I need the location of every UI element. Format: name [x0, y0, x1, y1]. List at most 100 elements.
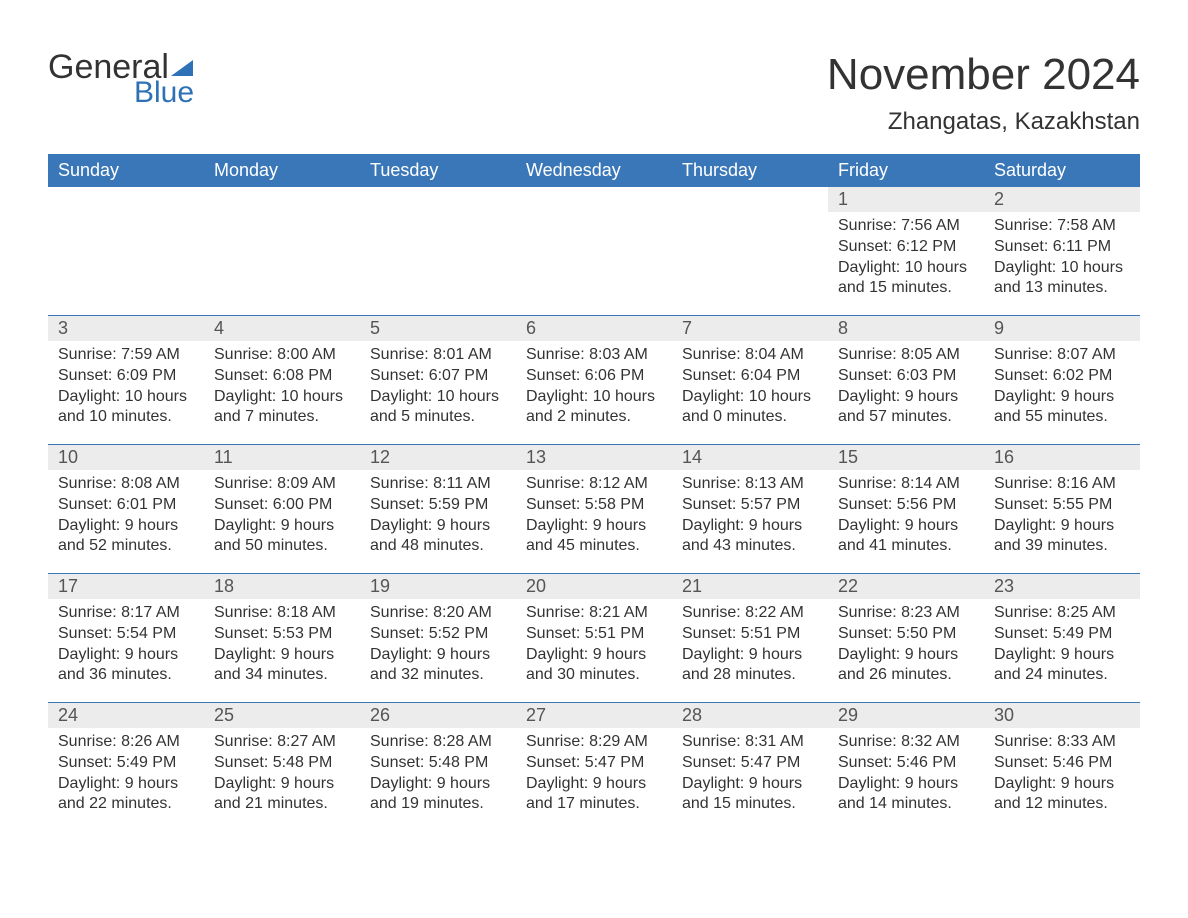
sunrise-text: Sunrise: 8:05 AM	[838, 345, 974, 366]
day-number: 13	[516, 445, 672, 470]
calendar-cell: 11Sunrise: 8:09 AMSunset: 6:00 PMDayligh…	[204, 445, 360, 573]
calendar-cell: 16Sunrise: 8:16 AMSunset: 5:55 PMDayligh…	[984, 445, 1140, 573]
sunset-text: Sunset: 5:55 PM	[994, 495, 1130, 516]
sunrise-text: Sunrise: 8:11 AM	[370, 474, 506, 495]
calendar-cell: 1Sunrise: 7:56 AMSunset: 6:12 PMDaylight…	[828, 187, 984, 315]
calendar-cell-empty	[48, 187, 204, 315]
daylight-text: Daylight: 9 hours and 43 minutes.	[682, 516, 818, 558]
day-number: 14	[672, 445, 828, 470]
sunset-text: Sunset: 6:06 PM	[526, 366, 662, 387]
day-number: 22	[828, 574, 984, 599]
daylight-text: Daylight: 9 hours and 17 minutes.	[526, 774, 662, 816]
calendar-cell-empty	[516, 187, 672, 315]
sunrise-text: Sunrise: 8:00 AM	[214, 345, 350, 366]
dow-wednesday: Wednesday	[516, 154, 672, 187]
calendar-cell: 18Sunrise: 8:18 AMSunset: 5:53 PMDayligh…	[204, 574, 360, 702]
calendar-cell: 25Sunrise: 8:27 AMSunset: 5:48 PMDayligh…	[204, 703, 360, 831]
calendar-cell: 3Sunrise: 7:59 AMSunset: 6:09 PMDaylight…	[48, 316, 204, 444]
calendar-cell: 14Sunrise: 8:13 AMSunset: 5:57 PMDayligh…	[672, 445, 828, 573]
calendar-cell: 26Sunrise: 8:28 AMSunset: 5:48 PMDayligh…	[360, 703, 516, 831]
sunrise-text: Sunrise: 8:17 AM	[58, 603, 194, 624]
day-details: Sunrise: 8:17 AMSunset: 5:54 PMDaylight:…	[48, 599, 204, 686]
sunrise-text: Sunrise: 8:25 AM	[994, 603, 1130, 624]
sunset-text: Sunset: 5:48 PM	[370, 753, 506, 774]
logo: General Blue	[48, 50, 194, 108]
sunrise-text: Sunrise: 8:26 AM	[58, 732, 194, 753]
day-details: Sunrise: 8:22 AMSunset: 5:51 PMDaylight:…	[672, 599, 828, 686]
day-number: 9	[984, 316, 1140, 341]
day-number: 11	[204, 445, 360, 470]
day-details: Sunrise: 8:20 AMSunset: 5:52 PMDaylight:…	[360, 599, 516, 686]
sunset-text: Sunset: 5:54 PM	[58, 624, 194, 645]
sunrise-text: Sunrise: 8:16 AM	[994, 474, 1130, 495]
day-number: 24	[48, 703, 204, 728]
calendar: SundayMondayTuesdayWednesdayThursdayFrid…	[48, 154, 1140, 831]
sunrise-text: Sunrise: 8:27 AM	[214, 732, 350, 753]
sunrise-text: Sunrise: 8:01 AM	[370, 345, 506, 366]
week-row: 1Sunrise: 7:56 AMSunset: 6:12 PMDaylight…	[48, 187, 1140, 315]
day-details: Sunrise: 8:31 AMSunset: 5:47 PMDaylight:…	[672, 728, 828, 815]
sunrise-text: Sunrise: 8:21 AM	[526, 603, 662, 624]
day-details: Sunrise: 8:16 AMSunset: 5:55 PMDaylight:…	[984, 470, 1140, 557]
day-details: Sunrise: 8:23 AMSunset: 5:50 PMDaylight:…	[828, 599, 984, 686]
daylight-text: Daylight: 10 hours and 15 minutes.	[838, 258, 974, 300]
sunrise-text: Sunrise: 8:09 AM	[214, 474, 350, 495]
calendar-cell: 4Sunrise: 8:00 AMSunset: 6:08 PMDaylight…	[204, 316, 360, 444]
calendar-cell: 30Sunrise: 8:33 AMSunset: 5:46 PMDayligh…	[984, 703, 1140, 831]
day-number: 6	[516, 316, 672, 341]
day-details: Sunrise: 8:29 AMSunset: 5:47 PMDaylight:…	[516, 728, 672, 815]
logo-triangle-icon	[171, 60, 193, 76]
day-number: 1	[828, 187, 984, 212]
day-number: 7	[672, 316, 828, 341]
sunrise-text: Sunrise: 8:23 AM	[838, 603, 974, 624]
day-number: 21	[672, 574, 828, 599]
daylight-text: Daylight: 10 hours and 13 minutes.	[994, 258, 1130, 300]
sunrise-text: Sunrise: 8:12 AM	[526, 474, 662, 495]
daylight-text: Daylight: 9 hours and 32 minutes.	[370, 645, 506, 687]
day-number: 2	[984, 187, 1140, 212]
sunset-text: Sunset: 6:02 PM	[994, 366, 1130, 387]
day-details: Sunrise: 8:26 AMSunset: 5:49 PMDaylight:…	[48, 728, 204, 815]
location-subtitle: Zhangatas, Kazakhstan	[827, 108, 1140, 136]
daylight-text: Daylight: 9 hours and 52 minutes.	[58, 516, 194, 558]
day-details: Sunrise: 8:00 AMSunset: 6:08 PMDaylight:…	[204, 341, 360, 428]
day-details: Sunrise: 8:33 AMSunset: 5:46 PMDaylight:…	[984, 728, 1140, 815]
day-details: Sunrise: 8:18 AMSunset: 5:53 PMDaylight:…	[204, 599, 360, 686]
week-row: 24Sunrise: 8:26 AMSunset: 5:49 PMDayligh…	[48, 702, 1140, 831]
calendar-cell: 29Sunrise: 8:32 AMSunset: 5:46 PMDayligh…	[828, 703, 984, 831]
daylight-text: Daylight: 10 hours and 7 minutes.	[214, 387, 350, 429]
sunset-text: Sunset: 5:46 PM	[994, 753, 1130, 774]
sunrise-text: Sunrise: 8:20 AM	[370, 603, 506, 624]
sunrise-text: Sunrise: 8:29 AM	[526, 732, 662, 753]
calendar-body: 1Sunrise: 7:56 AMSunset: 6:12 PMDaylight…	[48, 187, 1140, 831]
day-details: Sunrise: 8:14 AMSunset: 5:56 PMDaylight:…	[828, 470, 984, 557]
dow-thursday: Thursday	[672, 154, 828, 187]
sunset-text: Sunset: 6:07 PM	[370, 366, 506, 387]
day-number: 19	[360, 574, 516, 599]
calendar-cell: 22Sunrise: 8:23 AMSunset: 5:50 PMDayligh…	[828, 574, 984, 702]
day-number: 5	[360, 316, 516, 341]
daylight-text: Daylight: 9 hours and 45 minutes.	[526, 516, 662, 558]
sunrise-text: Sunrise: 8:32 AM	[838, 732, 974, 753]
day-of-week-header: SundayMondayTuesdayWednesdayThursdayFrid…	[48, 154, 1140, 187]
sunset-text: Sunset: 6:09 PM	[58, 366, 194, 387]
dow-monday: Monday	[204, 154, 360, 187]
calendar-cell-empty	[360, 187, 516, 315]
calendar-cell: 24Sunrise: 8:26 AMSunset: 5:49 PMDayligh…	[48, 703, 204, 831]
day-number: 15	[828, 445, 984, 470]
sunrise-text: Sunrise: 8:03 AM	[526, 345, 662, 366]
calendar-cell: 21Sunrise: 8:22 AMSunset: 5:51 PMDayligh…	[672, 574, 828, 702]
daylight-text: Daylight: 9 hours and 39 minutes.	[994, 516, 1130, 558]
sunrise-text: Sunrise: 8:33 AM	[994, 732, 1130, 753]
sunset-text: Sunset: 6:12 PM	[838, 237, 974, 258]
sunset-text: Sunset: 5:56 PM	[838, 495, 974, 516]
day-number: 23	[984, 574, 1140, 599]
daylight-text: Daylight: 9 hours and 26 minutes.	[838, 645, 974, 687]
sunset-text: Sunset: 5:53 PM	[214, 624, 350, 645]
sunset-text: Sunset: 6:08 PM	[214, 366, 350, 387]
sunset-text: Sunset: 5:46 PM	[838, 753, 974, 774]
day-details: Sunrise: 7:56 AMSunset: 6:12 PMDaylight:…	[828, 212, 984, 299]
day-number: 16	[984, 445, 1140, 470]
day-details: Sunrise: 8:27 AMSunset: 5:48 PMDaylight:…	[204, 728, 360, 815]
header: General Blue November 2024 Zhangatas, Ka…	[48, 50, 1140, 136]
